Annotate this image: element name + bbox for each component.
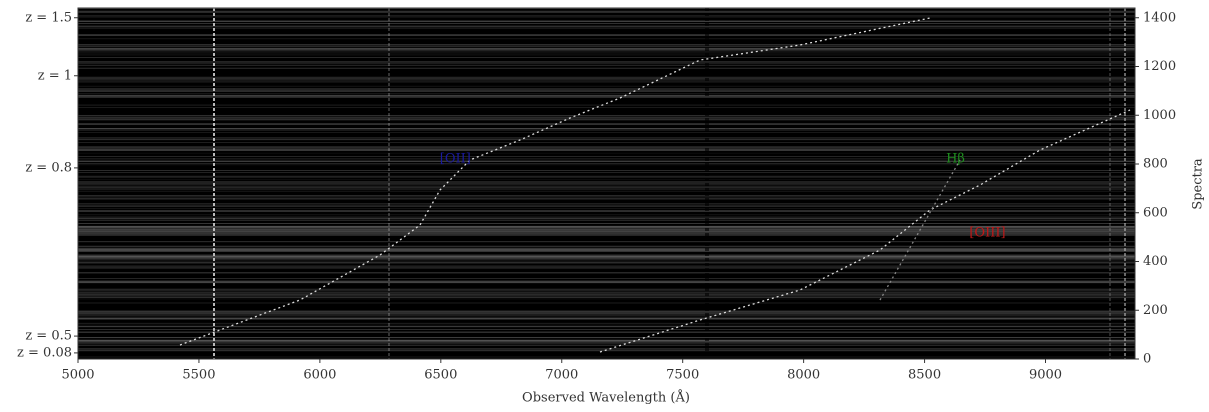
y2-tick-label: 1000 — [1143, 108, 1176, 123]
x-axis-label: Observed Wavelength (Å) — [522, 390, 690, 406]
x-tick-label: 8500 — [908, 368, 941, 383]
x-tick-label: 7000 — [545, 368, 578, 383]
y2-tick-label: 1400 — [1143, 10, 1176, 25]
hbeta-trace — [879, 159, 961, 301]
annotation: [OIII] — [969, 225, 1005, 240]
annotation: [OII] — [440, 151, 471, 166]
x-tick-label: 9000 — [1029, 368, 1062, 383]
oiii-trace — [599, 109, 1131, 353]
image-texture — [78, 7, 1135, 359]
y2-tick-label: 600 — [1143, 205, 1168, 220]
emission-traces — [179, 17, 1131, 353]
y-tick-label: z = 0.8 — [25, 160, 72, 175]
oii-trace — [179, 17, 931, 346]
x-tick-label: 5000 — [61, 368, 94, 383]
x-tick-label: 6000 — [303, 368, 336, 383]
y2-tick-label: 400 — [1143, 254, 1168, 269]
y2-tick-label: 0 — [1143, 352, 1151, 367]
y-tick-label: z = 1 — [38, 68, 72, 83]
x-tick-label: 8000 — [787, 368, 820, 383]
y2-tick-label: 1200 — [1143, 59, 1176, 74]
x-tick-label: 7500 — [666, 368, 699, 383]
annotation: Hβ — [946, 151, 965, 166]
y-tick-label: z = 0.5 — [25, 329, 72, 344]
y-tick-label: z = 1.5 — [25, 10, 72, 25]
y2-tick-label: 200 — [1143, 303, 1168, 318]
plot-frame — [77, 7, 1136, 360]
y-tick-label: z = 0.08 — [17, 345, 72, 360]
x-tick-label: 6500 — [424, 368, 457, 383]
y2-tick-label: 800 — [1143, 157, 1168, 172]
x-tick-label: 5500 — [182, 368, 215, 383]
y2-axis-label: Spectra — [1191, 158, 1206, 210]
